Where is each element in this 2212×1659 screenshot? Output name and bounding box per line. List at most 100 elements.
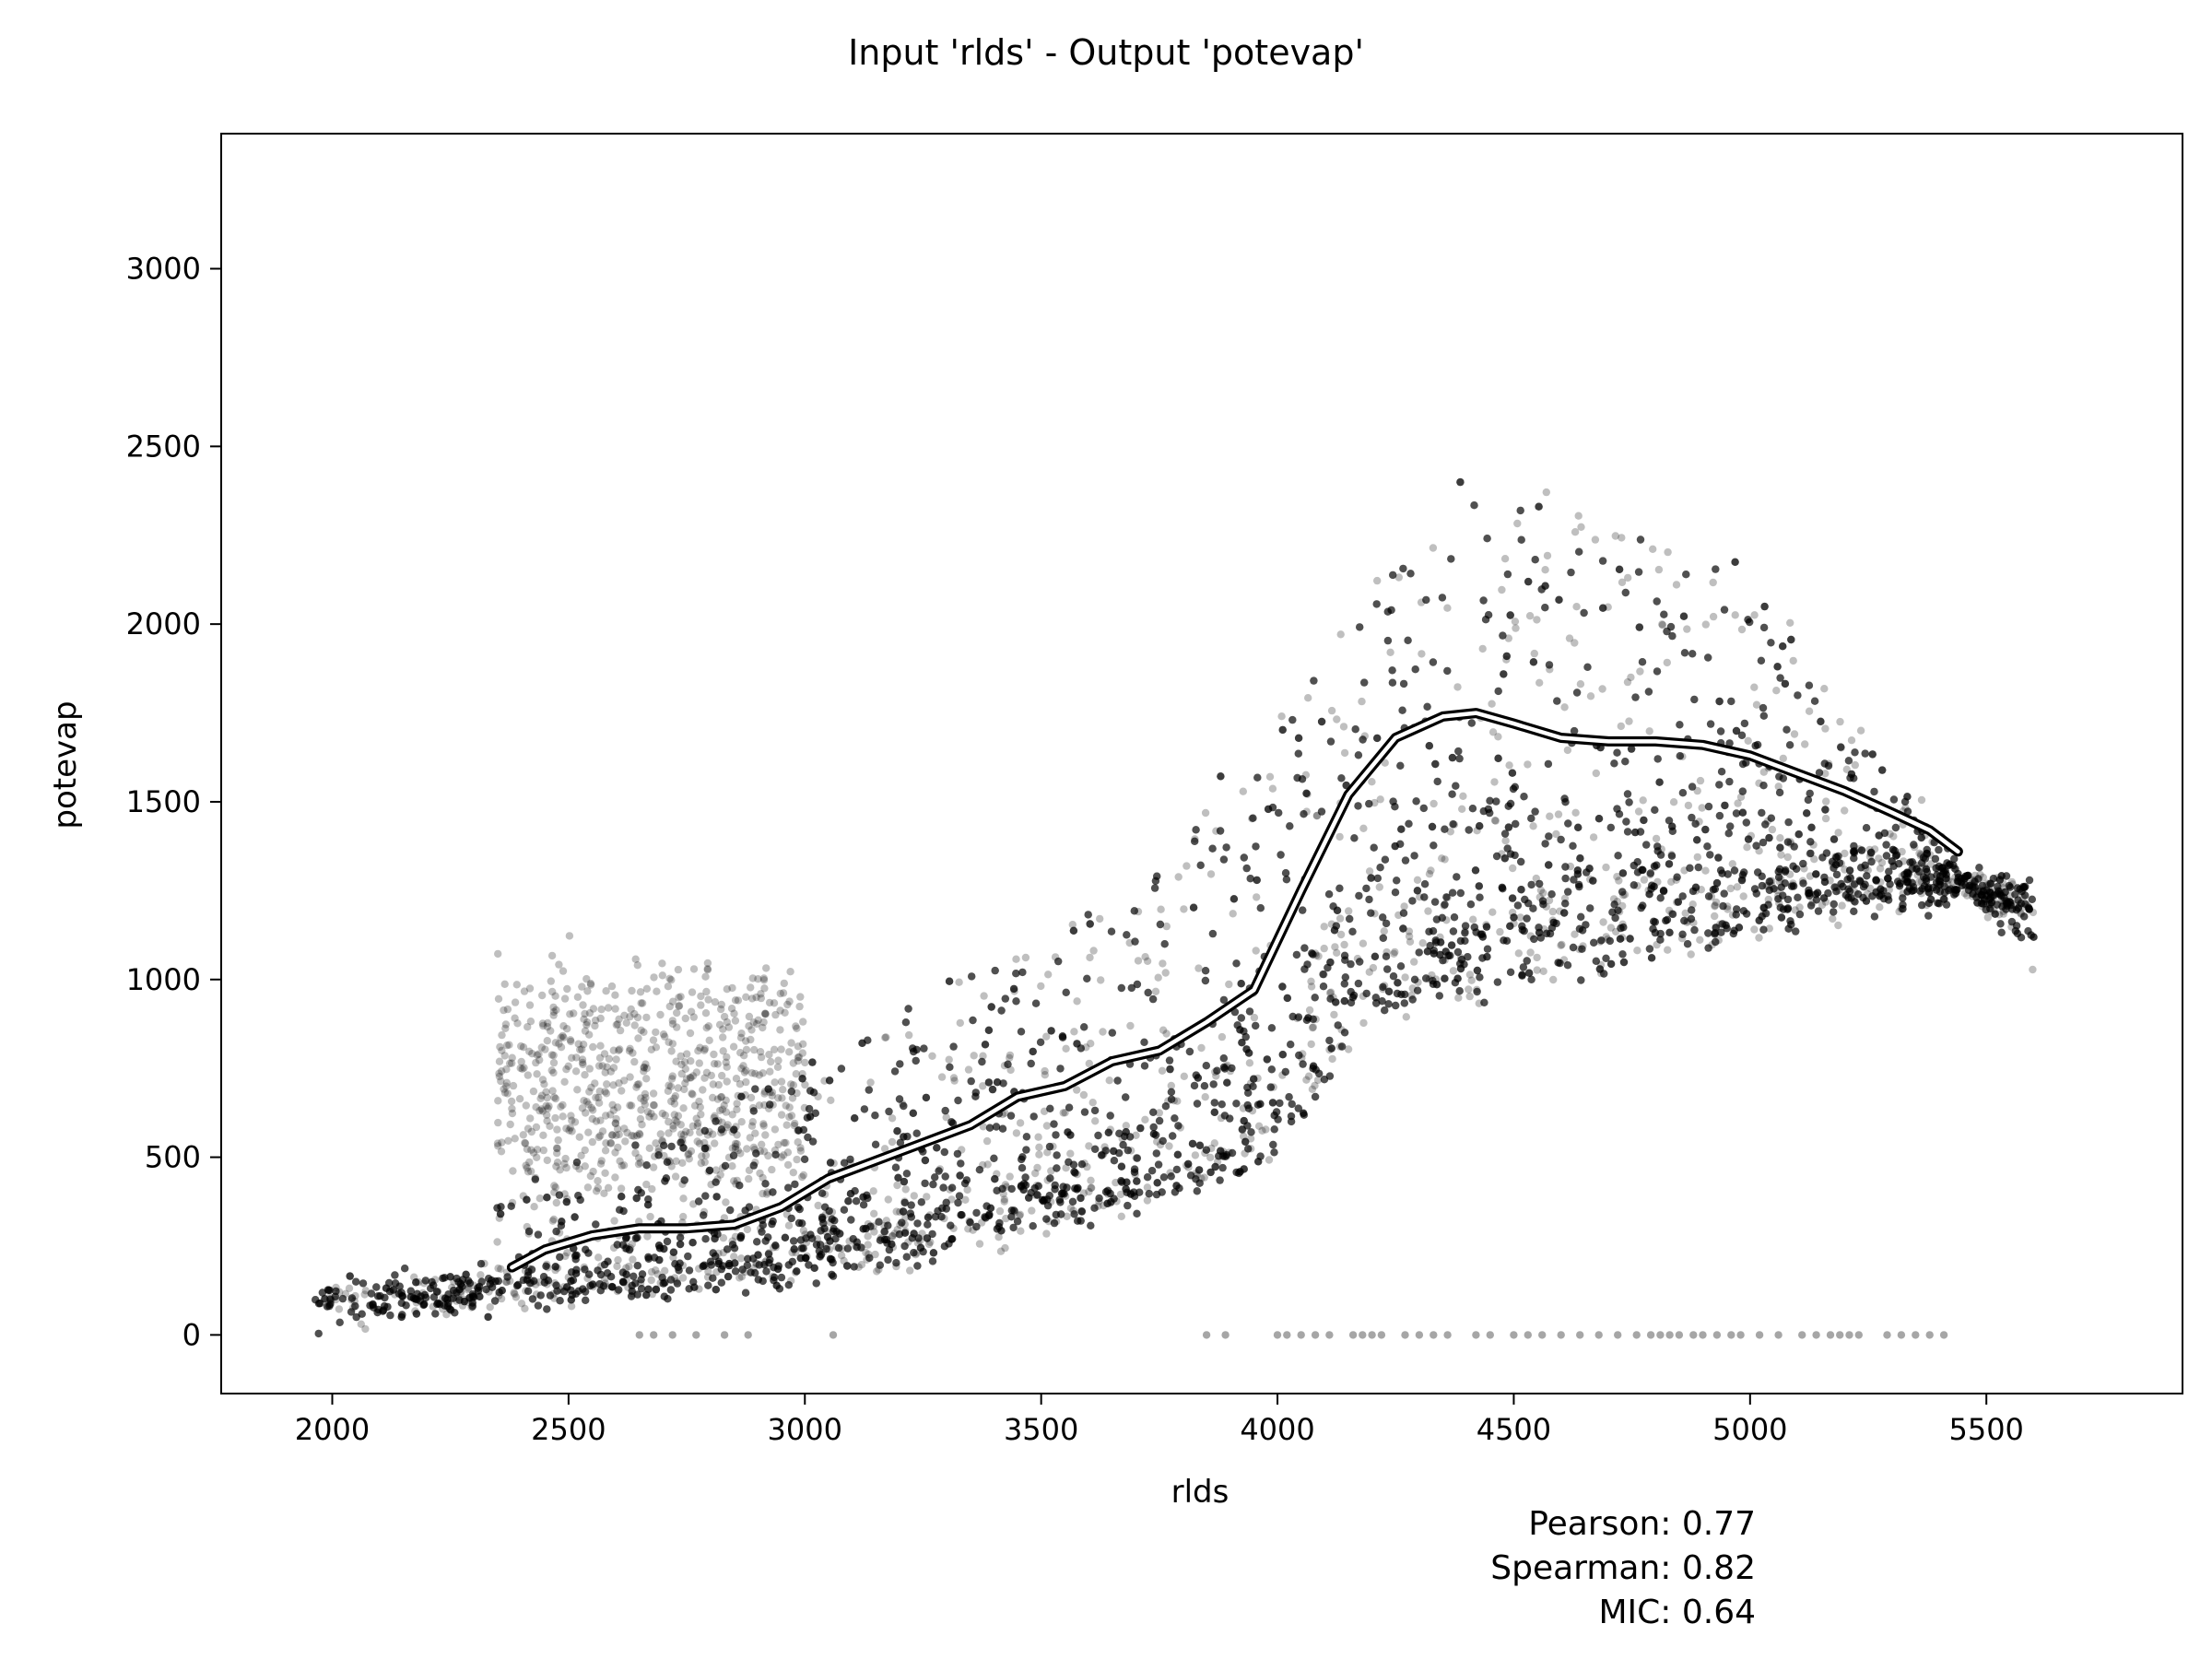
scatter-point — [583, 1183, 593, 1192]
scatter-point — [1106, 1125, 1115, 1134]
scatter-point — [1371, 798, 1379, 807]
scatter-point — [728, 1127, 736, 1136]
scatter-point — [704, 1267, 712, 1277]
scatter-point — [560, 1190, 569, 1198]
scatter-point — [900, 1197, 909, 1206]
scatter-point — [1002, 1214, 1010, 1223]
scatter-point — [814, 1092, 822, 1101]
scatter-point — [1195, 1141, 1204, 1149]
scatter-point — [1949, 864, 1959, 872]
scatter-point — [1543, 551, 1552, 560]
scatter-point — [1772, 687, 1781, 695]
scatter-point — [687, 1147, 696, 1156]
scatter-point — [345, 1284, 354, 1293]
scatter-point — [1197, 1174, 1206, 1182]
scatter-point — [1012, 1129, 1021, 1137]
scatter-point — [1405, 932, 1414, 941]
scatter-point — [1948, 877, 1957, 887]
scatter-point — [1866, 884, 1875, 893]
scatter-point — [1327, 920, 1336, 928]
scatter-point — [1663, 658, 1672, 667]
scatter-point — [1001, 1243, 1009, 1253]
scatter-point — [958, 1146, 966, 1154]
scatter-point — [1248, 815, 1256, 823]
scatter-point — [713, 1175, 722, 1183]
scatter-point — [979, 1082, 987, 1090]
scatter-point — [647, 1276, 655, 1285]
scatter-point — [901, 1185, 910, 1194]
scatter-point — [1440, 901, 1449, 910]
scatter-point — [1763, 817, 1772, 825]
scatter-point — [1122, 1122, 1131, 1130]
scatter-point — [1512, 624, 1520, 632]
scatter-point — [1805, 707, 1814, 715]
scatter-point — [740, 1267, 749, 1277]
scatter-point — [610, 1217, 618, 1225]
scatter-point — [1016, 1210, 1025, 1219]
scatter-point — [942, 1113, 950, 1122]
scatter-point — [827, 1096, 835, 1105]
scatter-point — [1225, 1148, 1233, 1157]
scatter-point — [1856, 726, 1865, 735]
scatter-point — [1049, 1142, 1057, 1151]
scatter-point — [658, 1136, 666, 1145]
scatter-point — [782, 1101, 790, 1110]
scatter-point — [1206, 870, 1216, 878]
scatter-point — [1750, 925, 1759, 934]
scatter-point — [1541, 566, 1549, 574]
scatter-point — [1037, 982, 1045, 991]
scatter-point — [1572, 603, 1581, 611]
scatter-point — [332, 1295, 340, 1304]
scatter-point — [1560, 703, 1569, 712]
scatter-point — [956, 1018, 965, 1028]
scatter-point — [735, 1274, 744, 1282]
scatter-point — [1557, 941, 1565, 949]
scatter-point — [857, 1261, 866, 1269]
scatter-point — [1191, 1151, 1200, 1159]
scatter-point — [1889, 832, 1898, 841]
scatter-point — [1164, 1097, 1172, 1105]
scatter-point — [814, 1201, 822, 1210]
scatter-point — [1939, 895, 1947, 903]
scatter-point — [910, 1192, 918, 1200]
scatter-point — [719, 1248, 728, 1257]
scatter-point — [1842, 765, 1852, 773]
scatter-point — [1750, 683, 1759, 691]
scatter-point — [1712, 898, 1721, 907]
scatter-point — [1212, 827, 1220, 835]
scatter-point — [1731, 611, 1739, 619]
scatter-point — [778, 1094, 786, 1102]
scatter-point — [1087, 1176, 1095, 1185]
scatter-point — [1989, 894, 1998, 902]
scatter-point — [1508, 908, 1517, 917]
scatter-point — [1302, 1076, 1311, 1084]
scatter-point — [672, 1277, 681, 1286]
scatter-point — [517, 1300, 526, 1308]
scatter-point — [523, 1222, 531, 1231]
scatter-point — [1467, 976, 1476, 984]
scatter-point — [1496, 927, 1504, 936]
scatter-point — [803, 1252, 811, 1261]
scatter-point — [821, 1210, 830, 1219]
scatter-point — [678, 1261, 688, 1270]
scatter-point — [716, 1171, 724, 1179]
scatter-point — [1535, 893, 1545, 901]
scatter-point — [784, 1221, 794, 1230]
scatter-point — [752, 1260, 761, 1268]
scatter-point — [1269, 1083, 1277, 1091]
scatter-point — [1673, 898, 1681, 907]
scatter-point — [1914, 878, 1924, 887]
scatter-point — [594, 1253, 603, 1262]
scatter-point — [1458, 805, 1466, 813]
scatter-point — [854, 1263, 863, 1272]
scatter-point — [979, 1160, 987, 1170]
scatter-point — [1863, 889, 1872, 899]
scatter-point — [1627, 673, 1635, 682]
scatter-point — [357, 1320, 365, 1328]
scatter-point — [1253, 1074, 1262, 1083]
scatter-point — [1993, 874, 2002, 882]
scatter-point — [822, 1241, 830, 1251]
scatter-point — [1598, 685, 1606, 693]
scatter-point — [1311, 1081, 1319, 1090]
